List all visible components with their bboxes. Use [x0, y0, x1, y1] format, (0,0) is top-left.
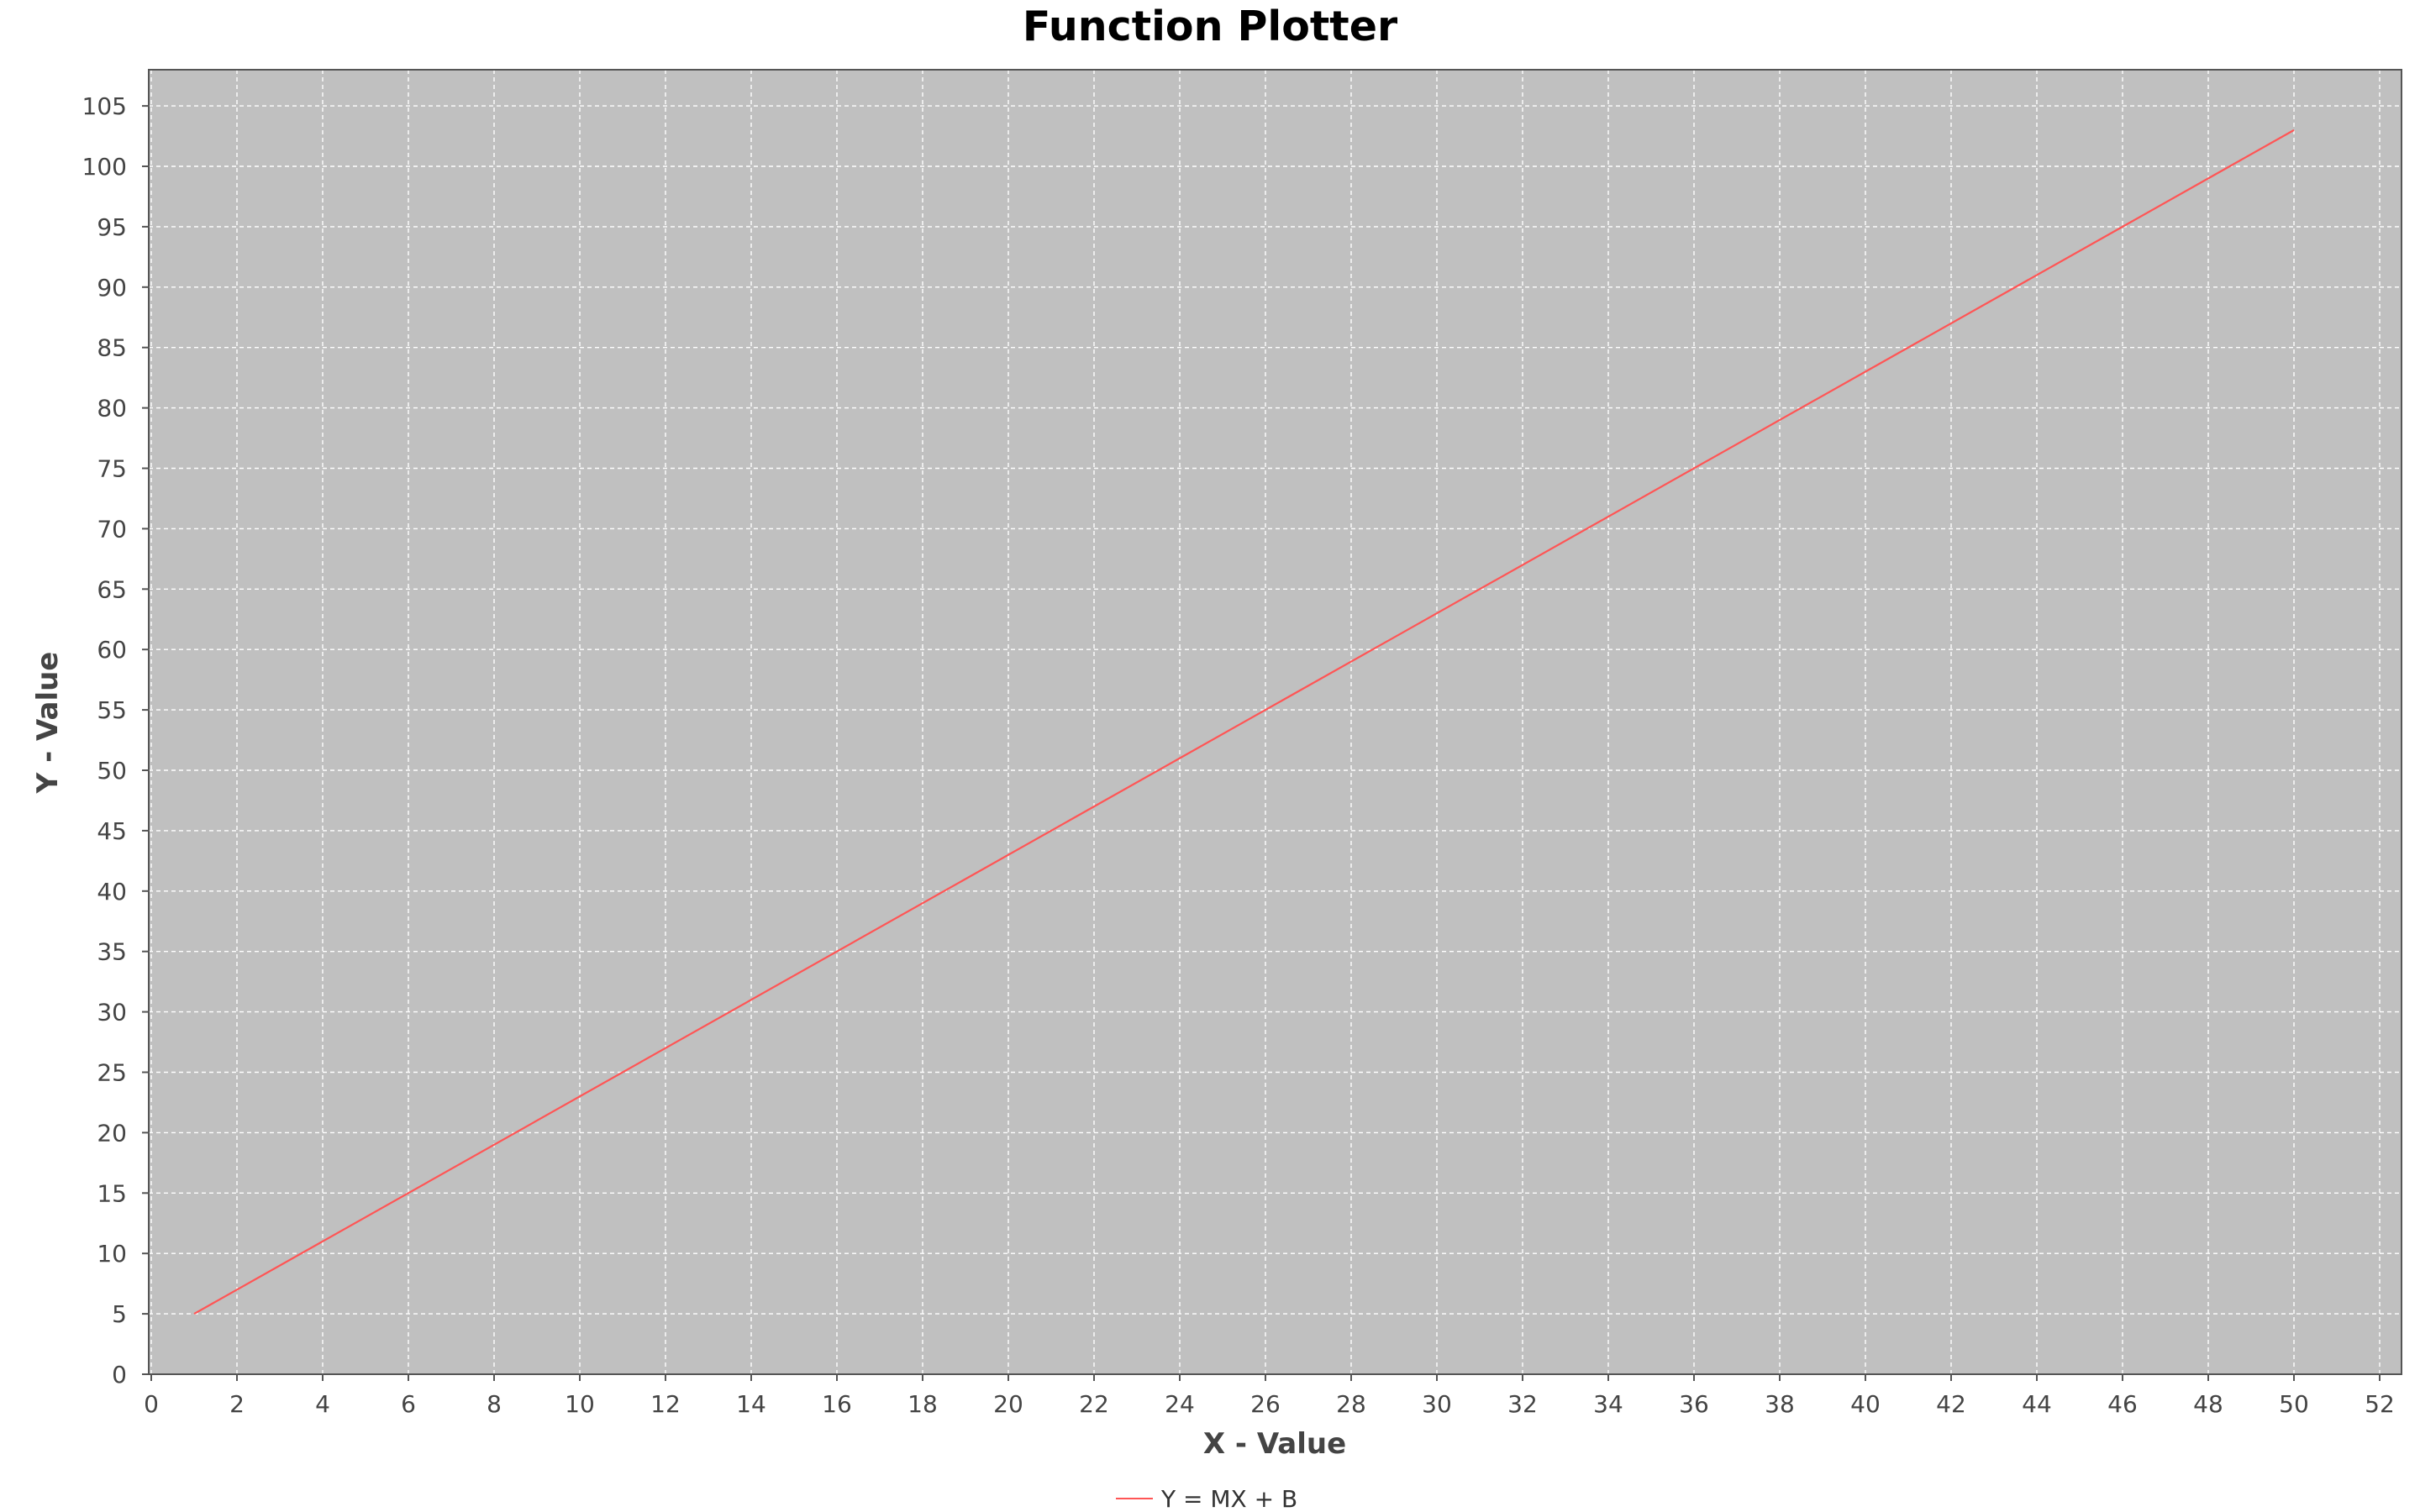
- y-tick-label: 100: [82, 153, 127, 181]
- y-tick-label: 80: [97, 395, 127, 423]
- plot-area: [149, 70, 2402, 1374]
- y-tick-label: 90: [97, 274, 127, 302]
- y-tick-label: 45: [97, 817, 127, 845]
- x-tick-label: 4: [315, 1390, 330, 1418]
- x-tick-label: 20: [993, 1390, 1023, 1418]
- y-tick-label: 40: [97, 878, 127, 906]
- plot-border: [148, 69, 2402, 1375]
- x-tick-label: 38: [1765, 1390, 1795, 1418]
- x-tick-label: 48: [2193, 1390, 2223, 1418]
- y-tick-label: 30: [97, 999, 127, 1026]
- x-axis-label: X - Value: [1203, 1427, 1346, 1461]
- x-tick-label: 8: [487, 1390, 502, 1418]
- x-tick-label: 6: [401, 1390, 416, 1418]
- y-tick-label: 35: [97, 938, 127, 966]
- x-tick-label: 16: [822, 1390, 852, 1418]
- grid-lines: [149, 70, 2402, 1375]
- y-tick-label: 50: [97, 757, 127, 785]
- y-tick-label: 25: [97, 1059, 127, 1087]
- x-tick-label: 46: [2107, 1390, 2138, 1418]
- chart-title: Function Plotter: [1023, 3, 1398, 50]
- y-tick-label: 70: [97, 515, 127, 543]
- legend: Y = MX + B: [1116, 1485, 1297, 1512]
- legend-label: Y = MX + B: [1160, 1485, 1297, 1512]
- x-tick-label: 2: [229, 1390, 245, 1418]
- x-tick-label: 24: [1165, 1390, 1195, 1418]
- x-tick-label: 36: [1679, 1390, 1709, 1418]
- x-tick-label: 34: [1593, 1390, 1623, 1418]
- x-tick-label: 44: [2022, 1390, 2052, 1418]
- x-tick-label: 0: [144, 1390, 159, 1418]
- series-line: [193, 129, 2295, 1315]
- y-tick-label: 5: [112, 1300, 127, 1328]
- x-tick-label: 22: [1079, 1390, 1109, 1418]
- y-tick-label: 55: [97, 696, 127, 724]
- y-tick-label: 95: [97, 213, 127, 241]
- x-tick-label: 12: [650, 1390, 681, 1418]
- series-layer: [193, 129, 2295, 1315]
- y-tick-label: 15: [97, 1179, 127, 1207]
- axes: 0 2 4 6 8 10 12 14 16 18 20 22 24 26 28 30 32 34 36 38 40 42 4…: [82, 92, 2395, 1418]
- x-tick-label: 26: [1250, 1390, 1281, 1418]
- x-tick-label: 52: [2365, 1390, 2395, 1418]
- x-tick-label: 30: [1422, 1390, 1452, 1418]
- x-tick-label: 32: [1507, 1390, 1538, 1418]
- y-tick-label: 0: [112, 1361, 127, 1389]
- x-tick-label: 10: [565, 1390, 595, 1418]
- y-tick-label: 75: [97, 455, 127, 483]
- y-tick-label: 10: [97, 1240, 127, 1268]
- x-tick-label: 14: [736, 1390, 766, 1418]
- y-tick-label: 60: [97, 636, 127, 664]
- y-axis-label: Y - Value: [31, 652, 65, 795]
- y-tick-label: 20: [97, 1119, 127, 1147]
- y-tick-label: 105: [82, 92, 127, 120]
- x-tick-label: 28: [1336, 1390, 1366, 1418]
- x-tick-label: 18: [908, 1390, 938, 1418]
- y-tick-label: 65: [97, 575, 127, 603]
- x-tick-label: 50: [2279, 1390, 2309, 1418]
- x-tick-label: 42: [1936, 1390, 1966, 1418]
- y-tick-label: 85: [97, 334, 127, 362]
- x-tick-label: 40: [1850, 1390, 1881, 1418]
